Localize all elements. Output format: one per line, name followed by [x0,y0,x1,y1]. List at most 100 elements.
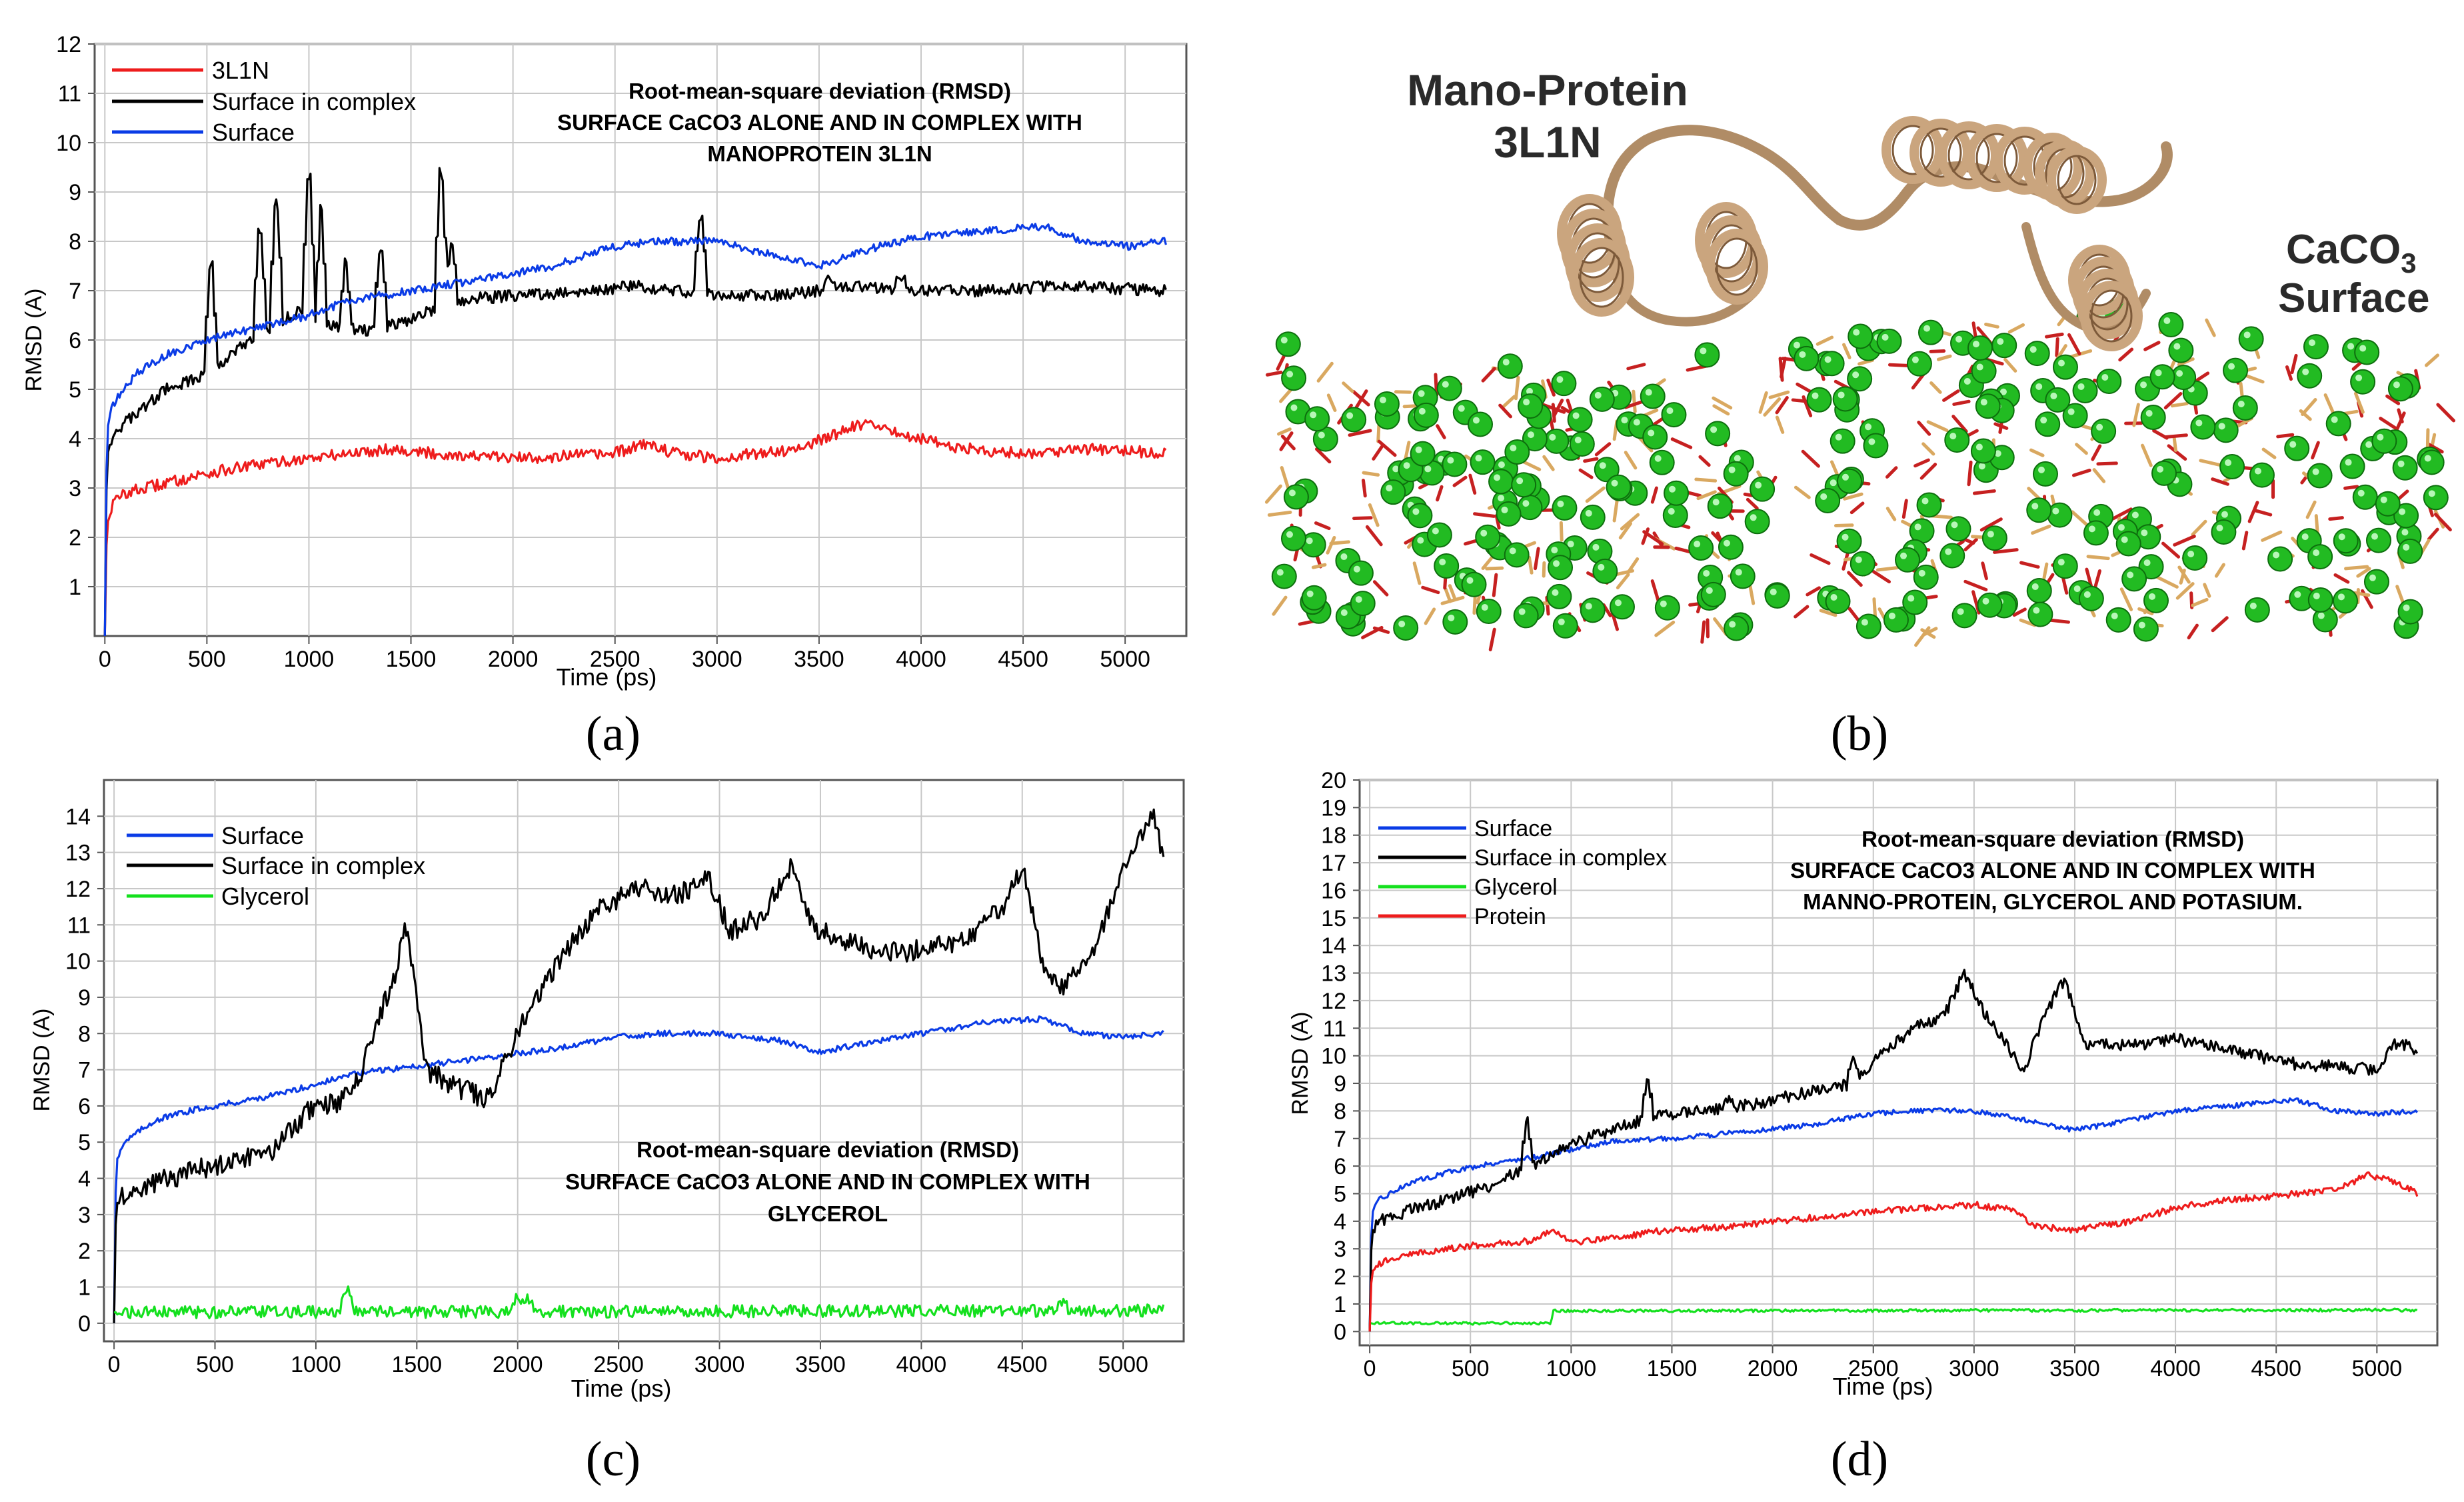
calcium-ion-highlight [1598,563,1605,571]
calcium-ion-highlight [1907,595,1915,602]
chart-d-y-tick-label: 12 [1321,989,1346,1014]
calcium-ion-highlight [1980,399,1987,406]
chart-a-y-tick-label: 5 [69,377,81,403]
calcium-ion [1847,366,1873,392]
calcium-ion-highlight [1480,529,1488,537]
calcium-ion [1664,480,1690,506]
carbonate-bond [1552,399,1564,418]
carbonate-bond [2436,403,2455,423]
carbonate-bond [1746,497,1759,510]
carbonate-bond [2344,565,2369,571]
chart-d-title-line-1: Root-mean-square deviation (RMSD) [1861,827,2244,851]
chart-a-x-tick-label: 1000 [284,647,335,672]
calcium-ion-highlight [1553,560,1560,567]
carbonate-bond [1981,561,1988,581]
carbonate-bond [1342,381,1354,393]
calcium-ion-highlight [2337,593,2345,601]
calcium-ion-highlight [1982,597,1989,605]
chart-c-y-tick-label: 8 [78,1021,91,1047]
calcium-ion [2249,462,2275,488]
carbonate-bond [2091,444,2102,461]
chart-c-x-axis-label: Time (ps) [571,1375,672,1402]
calcium-ion-highlight [2127,571,2134,579]
calcium-ion [1902,589,1928,615]
calcium-ion [1380,479,1406,505]
chart-a-title: Root-mean-square deviation (RMSD) SURFAC… [557,79,1082,166]
carbonate-bond [1763,397,1782,417]
carbonate-bond [1272,595,1288,616]
carbonate-bond [1368,503,1380,527]
carbonate-bond [2211,477,2229,486]
chart-d-series [1368,969,2419,1332]
calcium-ion-highlight [1355,596,1362,603]
chart-a-y-tick-label: 3 [69,476,81,501]
chart-a-y-tick-label: 2 [69,525,81,551]
carbonate-bond [1326,393,1337,412]
calcium-ion-highlight [1918,569,1925,577]
carbonate-bond [2343,485,2359,490]
chart-a-x-tick-label: 2000 [488,647,539,672]
chart-a-x-tick-label: 1500 [386,647,437,672]
chart-c-x-tick-label: 1000 [291,1352,341,1377]
carbonate-bond [1583,457,1599,463]
carbonate-bond [1926,420,1949,433]
carbonate-bond [2167,444,2187,461]
carbonate-bond [1875,566,1899,572]
calcium-ion-highlight [2083,591,2091,598]
calcium-ion-highlight [1574,436,1582,443]
carbonate-bond [1952,399,1971,406]
calcium-ion-highlight [1509,547,1516,555]
carbonate-bond [1541,403,1566,414]
calcium-ion-highlight [1921,497,1929,505]
carbonate-bond [2173,534,2196,547]
calcium-ion-highlight [1951,521,1958,529]
carbonate-bond [1412,561,1422,585]
surface-label: CaCO3 Surface [2278,227,2429,321]
carbonate-bond [2003,357,2017,373]
calcium-ion-highlight [1448,614,1455,621]
calcium-ion-highlight [1852,371,1859,379]
calcium-ion [2297,363,2323,389]
chart-a-x-ticks: 0 500 1000 1500 2000 2500 3000 3500 4000 4500 5000 [99,636,1150,672]
calcium-ion-highlight [1963,377,1971,385]
carbonate-bond [1794,485,1811,499]
carbonate-bond [1929,381,1942,394]
calcium-ion-highlight [1949,433,1957,440]
carbonate-bond [2019,561,2040,569]
calcium-ion-highlight [2216,524,2223,531]
calcium-ion [2219,454,2245,480]
carbonate-bond [1819,609,1838,617]
carbonate-bond [2027,487,2041,501]
chart-c-series-glycerol [114,1285,1165,1319]
chart-d-y-tick-label: 15 [1321,906,1346,931]
carbonate-bond [1993,422,2009,430]
calcium-ion [2339,453,2365,479]
calcium-ion [1918,319,1944,345]
calcium-ion [1393,615,1419,641]
calcium-ion [1832,386,1858,412]
carbonate-bond [1871,570,1891,584]
calcium-ion-highlight [1518,608,1526,615]
carbonate-bond [1885,507,1897,521]
surface-label-subscript: 3 [2401,247,2416,279]
carbonate-bond [1626,557,1640,575]
calcium-ion [1944,427,1970,453]
chart-a-x-tick-label: 5000 [1100,647,1150,672]
calcium-ion [2211,519,2237,545]
calcium-ion [1552,495,1578,521]
calcium-ion-highlight [2121,536,2128,543]
calcium-ion-highlight [1994,450,2001,457]
carbonate-bond [1534,547,1540,571]
carbonate-bond [2179,568,2186,585]
chart-d-x-tick-label: 1500 [1647,1356,1698,1381]
carbonate-bond [2214,563,2225,578]
calcium-ion [1410,441,1436,467]
carbonate-bond [1650,579,1660,603]
carbonate-bond [1448,584,1456,600]
calcium-ion [1815,487,1841,513]
calcium-ion-highlight [2037,466,2045,473]
chart-a-legend-label-3: Surface [212,119,295,146]
calcium-ion-highlight [1703,569,1710,577]
chart-a-legend: 3L1N Surface in complex Surface [112,57,416,146]
